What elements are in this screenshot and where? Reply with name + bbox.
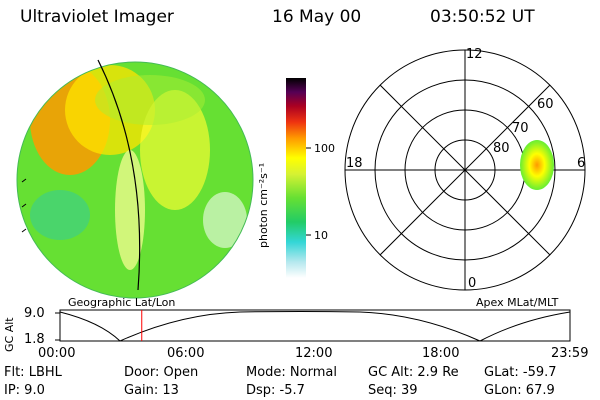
info-glon: GLon: 67.9 bbox=[484, 383, 555, 398]
geographic-label: Geographic Lat/Lon bbox=[68, 296, 176, 309]
aurora-blob bbox=[520, 140, 554, 190]
altitude-ylabel: GC Alt bbox=[3, 317, 16, 352]
xtick-2359: 23:59 bbox=[551, 346, 589, 361]
colorbar-unit-label: photon cm⁻²s⁻¹ bbox=[257, 162, 270, 248]
info-flt: Flt: LBHL bbox=[4, 365, 62, 380]
xtick-1800: 18:00 bbox=[422, 346, 460, 361]
mlt-label-12: 12 bbox=[466, 47, 483, 62]
altitude-ytick-top: 9.0 bbox=[24, 306, 45, 321]
info-glat: GLat: -59.7 bbox=[484, 365, 557, 380]
info-gcalt: GC Alt: 2.9 Re bbox=[368, 365, 459, 380]
instrument-title: Ultraviolet Imager bbox=[20, 7, 174, 27]
time-label: 03:50:52 UT bbox=[430, 7, 535, 27]
mlt-label-6: 6 bbox=[577, 156, 586, 171]
lat-label-70: 70 bbox=[512, 121, 529, 136]
earth-disk-image bbox=[16, 59, 254, 299]
altitude-ytick-bottom: 1.8 bbox=[24, 332, 45, 347]
info-dsp: Dsp: -5.7 bbox=[246, 383, 305, 398]
info-door: Door: Open bbox=[124, 365, 199, 380]
colorbar-tick-100-label: 100 bbox=[314, 142, 335, 155]
date-label: 16 May 00 bbox=[272, 7, 362, 27]
altitude-plot bbox=[55, 309, 571, 342]
info-mode: Mode: Normal bbox=[246, 365, 337, 380]
apex-label: Apex MLat/MLT bbox=[476, 296, 559, 309]
polar-plot bbox=[344, 49, 586, 291]
lat-label-80: 80 bbox=[493, 141, 510, 156]
colorbar-tick-10-label: 10 bbox=[314, 229, 328, 242]
xtick-0000: 00:00 bbox=[38, 346, 76, 361]
xtick-1200: 12:00 bbox=[295, 346, 333, 361]
mlt-label-0: 0 bbox=[468, 276, 477, 291]
colorbar bbox=[286, 78, 306, 278]
mlt-label-18: 18 bbox=[346, 156, 363, 171]
xtick-0600: 06:00 bbox=[167, 346, 205, 361]
info-ip: IP: 9.0 bbox=[4, 383, 45, 398]
altitude-curve bbox=[59, 311, 571, 342]
lat-label-60: 60 bbox=[537, 97, 554, 112]
terminator-line bbox=[97, 59, 141, 291]
info-gain: Gain: 13 bbox=[124, 383, 179, 398]
info-seq: Seq: 39 bbox=[368, 383, 418, 398]
